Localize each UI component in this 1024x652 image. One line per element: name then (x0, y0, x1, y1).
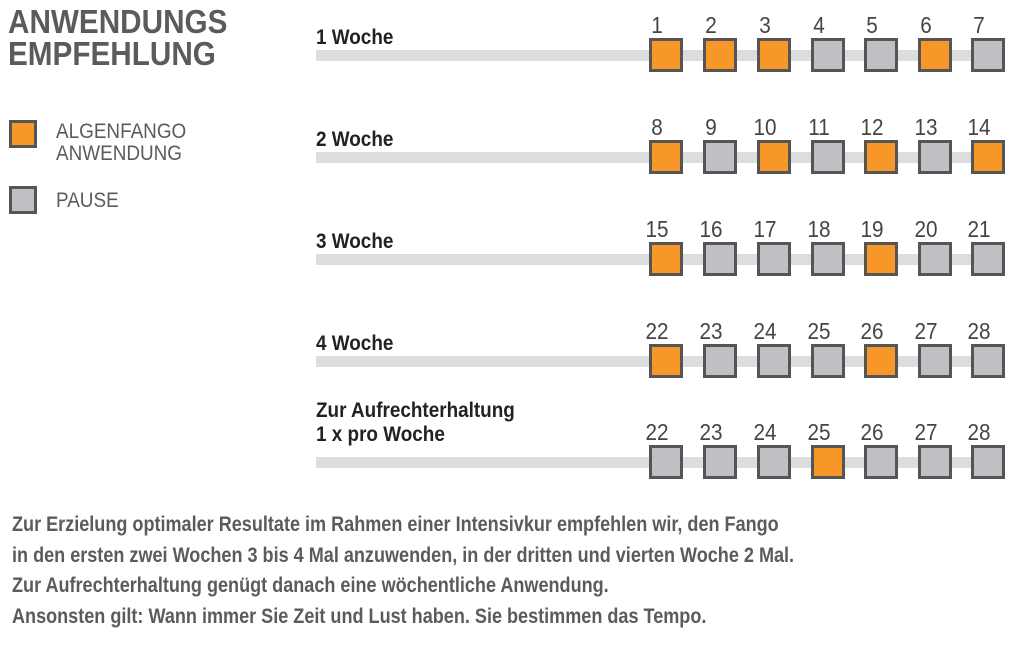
pause-square (703, 344, 737, 378)
day-number: 25 (807, 318, 831, 344)
pause-square (918, 445, 952, 479)
pause-square (971, 38, 1005, 72)
day-number: 17 (753, 216, 777, 242)
day-number: 3 (759, 12, 771, 38)
application-square (864, 140, 898, 174)
pause-square (918, 344, 952, 378)
week-row: 1 Woche 1 2 3 4 5 6 7 (0, 12, 1024, 92)
application-square (811, 445, 845, 479)
pause-square (649, 445, 683, 479)
legend-swatch-pause (9, 186, 37, 214)
pause-square (918, 242, 952, 276)
day-number: 27 (914, 419, 938, 445)
day-number: 13 (914, 114, 938, 140)
pause-square (811, 140, 845, 174)
day-number: 19 (860, 216, 884, 242)
day-number: 6 (920, 12, 932, 38)
day-number: 22 (645, 419, 669, 445)
legend-label-application: ALGENFANGO ANWENDUNG (56, 120, 187, 165)
week-label: 4 Woche (316, 332, 394, 355)
legend-swatch-application (9, 120, 37, 148)
day-number: 7 (973, 12, 985, 38)
pause-square (811, 242, 845, 276)
pause-square (703, 445, 737, 479)
week-label: 2 Woche (316, 128, 394, 151)
day-number: 2 (705, 12, 717, 38)
day-number: 10 (753, 114, 777, 140)
week-label: 3 Woche (316, 230, 394, 253)
application-square (864, 242, 898, 276)
pause-square (757, 242, 791, 276)
application-square (757, 38, 791, 72)
day-number: 27 (914, 318, 938, 344)
day-number: 5 (866, 12, 878, 38)
day-number: 12 (860, 114, 884, 140)
pause-square (864, 445, 898, 479)
pause-square (864, 38, 898, 72)
application-square (864, 344, 898, 378)
pause-square (757, 344, 791, 378)
footer-text: Zur Erzielung optimaler Resultate im Rah… (12, 513, 795, 628)
application-square (649, 140, 683, 174)
pause-square (757, 445, 791, 479)
day-number: 11 (808, 114, 830, 140)
day-number: 20 (914, 216, 938, 242)
day-number: 4 (813, 12, 825, 38)
week-label: Zur Aufrechterhaltung 1 x pro Woche (316, 399, 515, 446)
day-number: 28 (967, 419, 991, 445)
day-number: 21 (967, 216, 991, 242)
week-row: 4 Woche 22 23 24 25 26 27 28 (0, 318, 1024, 398)
day-number: 25 (807, 419, 831, 445)
day-number: 8 (651, 114, 663, 140)
pause-square (703, 140, 737, 174)
application-square (649, 344, 683, 378)
page-title: ANWENDUNGS EMPFEHLUNG (8, 3, 228, 72)
day-number: 9 (705, 114, 717, 140)
day-number: 16 (699, 216, 723, 242)
pause-square (918, 140, 952, 174)
application-square (918, 38, 952, 72)
application-square (757, 140, 791, 174)
legend-label-pause: PAUSE (56, 189, 119, 212)
day-number: 24 (753, 419, 777, 445)
pause-square (971, 344, 1005, 378)
pause-square (811, 344, 845, 378)
day-number: 1 (651, 12, 663, 38)
pause-square (971, 445, 1005, 479)
application-square (649, 242, 683, 276)
pause-square (811, 38, 845, 72)
day-number: 26 (860, 318, 884, 344)
application-square (649, 38, 683, 72)
week-row: 2 Woche 8 9 10 11 12 13 14 (0, 114, 1024, 194)
day-number: 15 (645, 216, 669, 242)
week-row: 3 Woche 15 16 17 18 19 20 21 (0, 216, 1024, 296)
day-number: 23 (699, 419, 723, 445)
day-number: 28 (967, 318, 991, 344)
week-label: 1 Woche (316, 26, 394, 49)
application-square (703, 38, 737, 72)
application-square (971, 140, 1005, 174)
day-number: 24 (753, 318, 777, 344)
day-number: 23 (699, 318, 723, 344)
day-number: 18 (807, 216, 831, 242)
day-number: 22 (645, 318, 669, 344)
week-row: Zur Aufrechterhaltung 1 x pro Woche 22 23 24… (0, 399, 1024, 499)
day-number: 26 (860, 419, 884, 445)
pause-square (703, 242, 737, 276)
pause-square (971, 242, 1005, 276)
day-number: 14 (967, 114, 991, 140)
